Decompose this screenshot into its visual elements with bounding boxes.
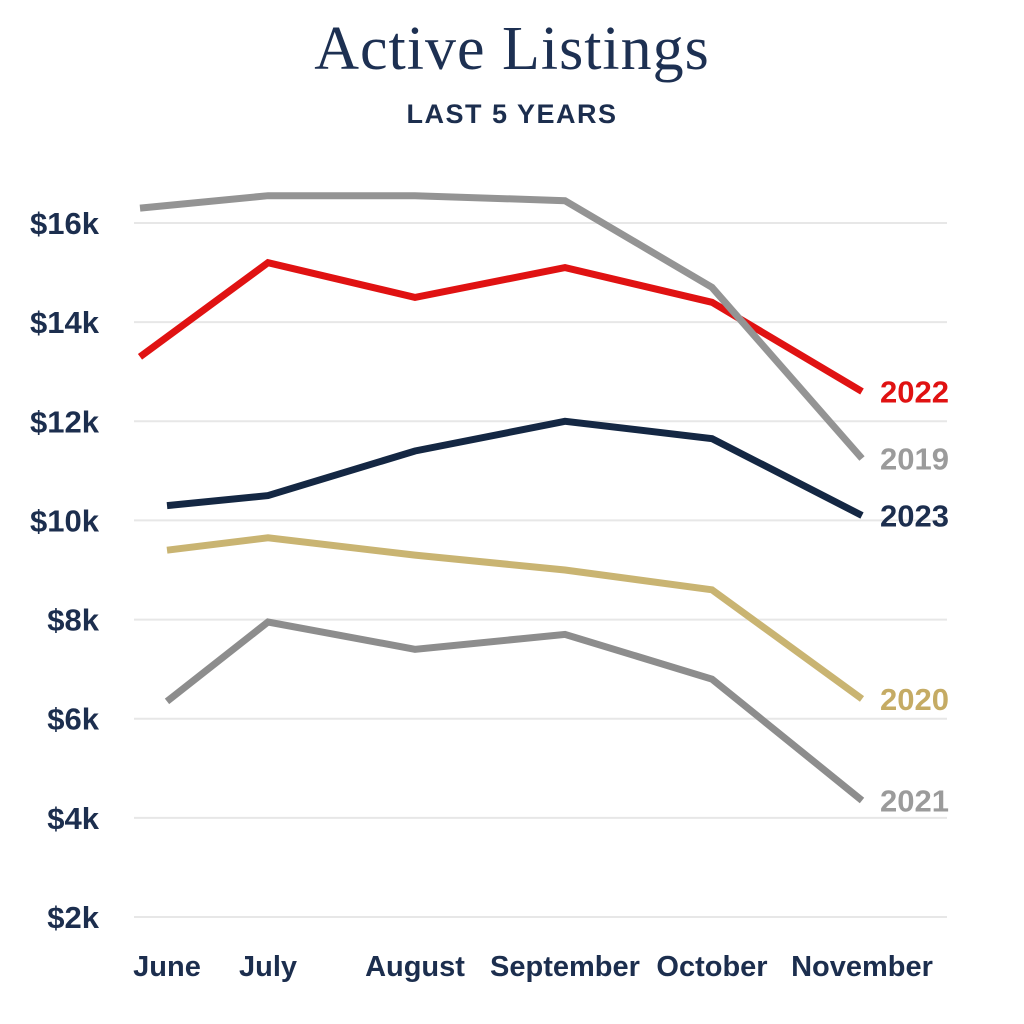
series-line-2020 bbox=[166, 534, 865, 702]
x-axis-label-june: June bbox=[133, 951, 201, 983]
x-axis-label-july: July bbox=[239, 951, 297, 983]
y-axis-tick-label: $10k bbox=[30, 503, 100, 538]
series-line-2019 bbox=[139, 192, 865, 461]
page-subtitle: LAST 5 YEARS bbox=[406, 99, 618, 129]
y-axis-tick-label: $4k bbox=[47, 801, 99, 836]
chart-header: Active Listings LAST 5 YEARS bbox=[0, 14, 1024, 130]
y-axis-tick-label: $8k bbox=[47, 603, 99, 638]
y-axis-tick-label: $14k bbox=[30, 305, 100, 340]
x-axis-label-september: September bbox=[490, 951, 640, 983]
series-label-2023: 2023 bbox=[880, 498, 949, 533]
x-axis-label-november: November bbox=[791, 951, 933, 983]
series-label-2021: 2021 bbox=[880, 784, 949, 819]
x-axis-label-october: October bbox=[656, 951, 767, 983]
y-axis-tick-label: $2k bbox=[47, 900, 99, 935]
series-line-2022 bbox=[137, 258, 864, 395]
series-line-2023 bbox=[166, 417, 864, 519]
y-axis-tick-label: $6k bbox=[47, 702, 99, 737]
series-label-2020: 2020 bbox=[880, 682, 949, 717]
series-label-2022: 2022 bbox=[880, 375, 949, 410]
series-line-2021 bbox=[164, 618, 865, 804]
y-axis-tick-label: $12k bbox=[30, 404, 100, 439]
y-axis-tick-label: $16k bbox=[30, 206, 100, 241]
page-title: Active Listings bbox=[314, 15, 710, 83]
x-axis-label-august: August bbox=[365, 951, 465, 983]
series-label-2019: 2019 bbox=[880, 441, 949, 476]
